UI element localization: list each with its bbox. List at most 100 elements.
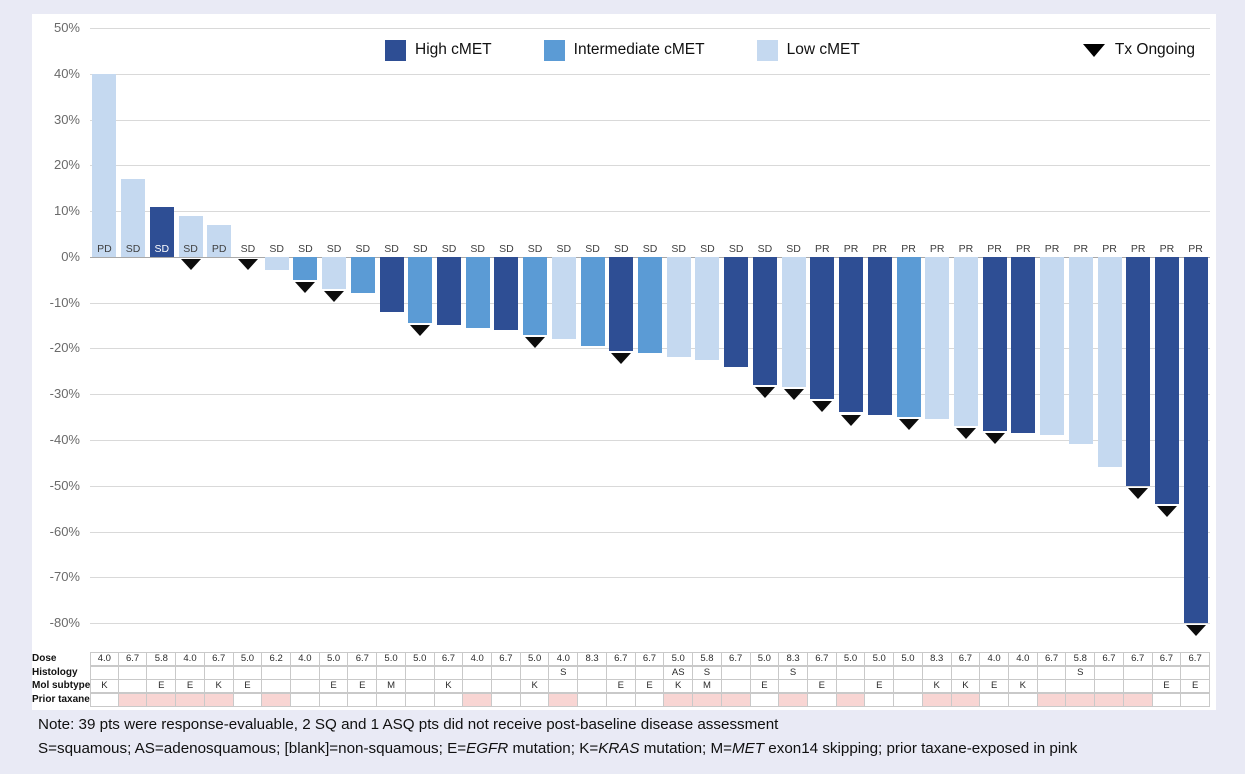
prior_taxane-cell [807,692,837,707]
prior_taxane-cell [147,692,177,707]
dose-cell: 6.7 [635,652,665,666]
dose-cell: 6.7 [1181,652,1210,666]
tx-ongoing-legend-icon [1082,43,1105,57]
bar-response-label: SD [355,242,371,255]
histology-cell [980,665,1009,680]
dose-cell: 6.7 [492,652,521,666]
patient-bar [1040,256,1065,436]
patient-bar [207,224,232,257]
histology-cell [233,665,263,680]
histology-cell [319,665,349,680]
prior_taxane-cell [1152,692,1182,707]
prior_taxane-cell [1066,692,1096,707]
bar-response-label: PD [97,242,112,255]
histology-cell [434,665,464,680]
tx-ongoing-marker [984,432,1005,444]
bar-response-label: PR [958,242,974,255]
bar-response-label: PR [1188,242,1203,255]
histology-cell [1037,665,1067,680]
note-text: exon14 skipping; prior taxane-exposed in… [764,740,1078,757]
dose-cell: 5.0 [520,652,550,666]
tx-ongoing-marker [812,400,833,412]
mol-cell: K [922,679,952,693]
mol-cell: K [434,679,464,693]
dose-cell: 4.0 [1008,652,1038,666]
patient-bar [839,256,863,413]
y-axis-tick: 40% [53,65,80,81]
patient-bar [1097,256,1122,468]
mol-cell: E [147,679,177,693]
bar-response-label: PR [987,242,1002,255]
mol-cell: M [377,679,406,693]
dose-cell: 8.3 [578,652,607,666]
y-axis-tick: -20% [49,340,80,356]
dose-cell: 5.0 [405,652,435,666]
patient-bar [1183,256,1208,623]
mol-cell: E [1181,679,1210,693]
histology-cell [463,665,493,680]
table-row-dose: Dose 4.0 6.7 5.8 4.0 6.7 5.0 6.2 4.0 5.0 6.7 5.0 5.0… [32,652,1216,666]
dose-cell: 4.0 [90,652,119,666]
prior_taxane-cell [262,692,292,707]
prior_taxane-cell [233,692,263,707]
chart-legend: High cMET Intermediate cMET Low cMET Tx Ong… [385,39,1195,61]
bar-response-label: PR [1073,242,1089,255]
bar-response-label: SD [700,242,715,255]
mol-cell [262,679,292,693]
bar-response-label: SD [298,242,313,255]
mol-cell [894,679,923,693]
dose-cell: 5.0 [865,652,895,666]
bar-response-label: PR [1159,242,1175,255]
mol-cell: E [319,679,349,693]
dose-cell: 8.3 [922,652,952,666]
dose-cell: 5.8 [147,652,177,666]
prior_taxane-cell [1181,692,1210,707]
dose-cell: 5.8 [1066,652,1096,666]
histology-cell [118,665,148,680]
gridline [90,439,1210,441]
prior_taxane-cell [980,692,1009,707]
histology-cell [606,665,636,680]
legend-item-tx-ongoing: Tx Ongoing [1082,41,1195,59]
dose-cell: 8.3 [779,652,808,666]
bar-response-label: PR [815,242,830,255]
mol-cell: E [807,679,837,693]
mol-cell [1066,679,1096,693]
gridline [90,531,1210,533]
patient-bar [437,256,461,326]
dose-cell: 6.7 [1152,652,1182,666]
histology-cell [807,665,837,680]
patient-bar [293,256,318,280]
histology-cell [721,665,751,680]
mol-cell [492,679,521,693]
mol-cell: K [90,679,119,693]
histology-cell [894,665,923,680]
mol-cell: K [1008,679,1038,693]
dose-cell: 5.0 [664,652,694,666]
bar-response-label: SD [413,242,428,255]
histology-cell: S [693,665,722,680]
patient-bar [1154,256,1179,504]
patient-bar [810,256,835,399]
gridline [90,73,1210,75]
patient-bar [350,256,375,294]
prior_taxane-cell [405,692,435,707]
dose-cell: 4.0 [549,652,579,666]
histology-cell [951,665,981,680]
y-axis-tick: -30% [49,386,80,402]
mol-cell [1037,679,1067,693]
table-row-label: Histology [32,666,78,678]
dose-cell: 6.7 [434,652,464,666]
note-italic-gene: KRAS [598,740,640,757]
patient-bar [724,256,749,367]
histology-cell [90,665,119,680]
dose-cell: 6.7 [118,652,148,666]
dose-cell: 5.8 [693,652,722,666]
prior_taxane-cell [1008,692,1038,707]
table-row-histology: Histology S AS S S S [32,665,1216,680]
table-row-label: Dose [32,653,57,664]
patient-bar [580,256,605,347]
prior_taxane-cell [492,692,521,707]
patient-bar [609,256,634,351]
prior_taxane-cell [434,692,464,707]
